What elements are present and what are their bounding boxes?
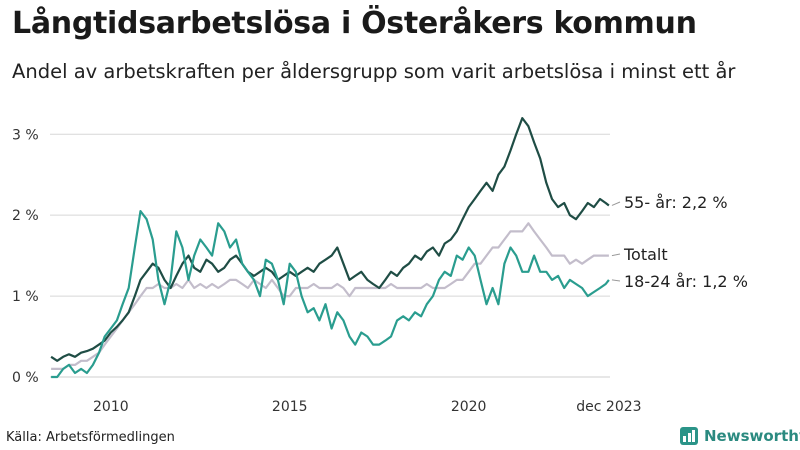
source-note: Källa: Arbetsförmedlingen xyxy=(6,430,175,445)
x-tick-label: 2020 xyxy=(451,399,487,415)
x-tick-label: 2015 xyxy=(272,399,308,415)
chart-title: Långtidsarbetslösa i Österåkers kommun xyxy=(12,6,697,41)
y-tick-label: 2 % xyxy=(12,208,39,224)
series-end-label: Totalt xyxy=(623,245,668,264)
x-tick-label: dec 2023 xyxy=(576,399,641,415)
y-tick-label: 0 % xyxy=(12,370,39,386)
label-leader xyxy=(611,253,621,257)
chart-logo-icon xyxy=(680,427,698,445)
brand-name: Newsworthy xyxy=(704,427,800,445)
series-line-18-24-r xyxy=(51,210,610,379)
y-tick-label: 1 % xyxy=(12,289,39,305)
label-leader xyxy=(611,279,621,282)
label-leader xyxy=(611,201,621,206)
series-end-label: 18-24 år: 1,2 % xyxy=(624,272,748,291)
chart-subtitle: Andel av arbetskraften per åldersgrupp s… xyxy=(12,60,736,83)
series-end-label: 55- år: 2,2 % xyxy=(624,193,728,212)
x-tick-label: 2010 xyxy=(93,399,129,415)
y-tick-label: 3 % xyxy=(12,127,39,143)
series-line-totalt xyxy=(51,222,609,370)
brand-logo: Newsworthy xyxy=(680,424,800,448)
series-line-55-r xyxy=(50,117,610,362)
